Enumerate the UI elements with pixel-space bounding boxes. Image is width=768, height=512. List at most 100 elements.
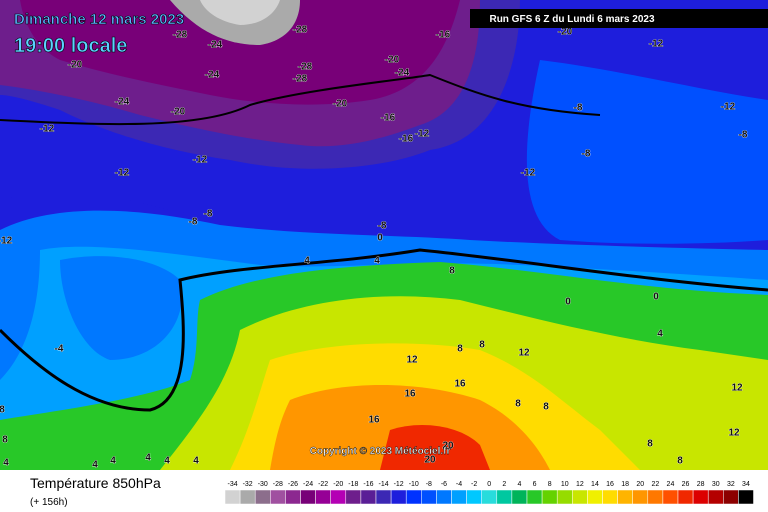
- legend-label: -28: [273, 481, 283, 488]
- contour-label: 16: [454, 379, 466, 390]
- contour-label: -24: [395, 68, 410, 79]
- contour-label: -16: [399, 134, 414, 145]
- contour-label: 4: [110, 456, 116, 467]
- contour-label: -28: [293, 25, 308, 36]
- legend-swatch: [451, 489, 467, 505]
- contour-label: -20: [385, 55, 400, 66]
- legend-swatch: [511, 489, 528, 505]
- contour-label: -16: [381, 113, 396, 124]
- contour-label: -8: [582, 149, 591, 160]
- legend-swatch: [602, 489, 618, 505]
- contour-label: 8: [647, 439, 653, 450]
- contour-label: 0: [377, 233, 383, 244]
- legend-swatch: [390, 489, 407, 505]
- cold-tongue: [60, 256, 182, 360]
- contour-label: 8: [543, 402, 549, 413]
- legend-swatch: [330, 489, 347, 505]
- contour-label: 16: [404, 389, 416, 400]
- contour-label: 8: [449, 266, 455, 277]
- contour-label: 8: [515, 399, 521, 410]
- footer-title: Température 850hPa: [30, 475, 161, 491]
- contour-label: -8: [204, 209, 213, 220]
- contour-label: -12: [115, 168, 130, 179]
- contour-label: -8: [378, 221, 387, 232]
- legend-swatch: [375, 489, 392, 505]
- legend-label: 32: [727, 481, 735, 488]
- legend-label: -18: [348, 481, 358, 488]
- contour-label: 8: [457, 344, 463, 355]
- legend-label: 12: [576, 481, 584, 488]
- legend-swatch: [285, 489, 301, 505]
- legend-swatch: [526, 489, 543, 505]
- legend-swatch: [662, 489, 679, 505]
- mild-region: [526, 60, 768, 244]
- legend-label: -20: [333, 481, 343, 488]
- contour-label: 4: [145, 453, 151, 464]
- contour-label: 4: [92, 460, 98, 471]
- map: -28-24-28-28-28-24-20-24-20-20-24-20-16-…: [0, 0, 768, 471]
- contour-label: -24: [115, 97, 130, 108]
- legend-label: -16: [363, 481, 373, 488]
- legend-label: 10: [561, 481, 569, 488]
- contour-label: 12: [731, 383, 743, 394]
- contour-label: 20: [442, 441, 454, 452]
- contour-label: -16: [436, 30, 451, 41]
- legend-label: 18: [621, 481, 629, 488]
- contour-label: 20: [424, 455, 436, 466]
- legend-swatch: [436, 489, 452, 505]
- contour-label: 8: [0, 405, 5, 416]
- run-info: Run GFS 6 Z du Lundi 6 mars 2023: [489, 14, 654, 25]
- legend-label: 16: [606, 481, 614, 488]
- contour-label: -20: [333, 99, 348, 110]
- legend-swatch: [587, 489, 603, 505]
- legend-label: -30: [258, 481, 268, 488]
- cold-region: [20, 0, 460, 105]
- warm-region: [380, 425, 490, 470]
- legend-swatch: [239, 489, 256, 505]
- legend-label: 26: [682, 481, 690, 488]
- legend-swatch: [224, 489, 241, 505]
- contour-label: -4: [55, 344, 64, 355]
- contour-label: -12: [415, 129, 430, 140]
- legend-swatch: [572, 489, 588, 505]
- legend-swatch: [556, 489, 573, 505]
- legend-swatch: [421, 489, 437, 505]
- cold-region: [200, 0, 280, 25]
- copyright: Copyright © 2023 Météociel.fr: [310, 446, 451, 457]
- legend-swatch: [345, 489, 362, 505]
- legend-swatch: [738, 489, 754, 505]
- contour-label: -8: [574, 103, 583, 114]
- legend-label: 8: [548, 481, 552, 488]
- legend-swatch: [315, 489, 331, 505]
- legend-label: -24: [303, 481, 313, 488]
- contour-label: -12: [521, 168, 536, 179]
- run-box: [470, 9, 768, 28]
- legend-swatch: [300, 489, 316, 505]
- contour-label: 4: [374, 256, 380, 267]
- legend-swatch: [647, 489, 664, 505]
- contour-label: -12: [193, 155, 208, 166]
- legend-label: 6: [533, 481, 537, 488]
- contour-label: 12: [406, 355, 418, 366]
- contour-label: 4: [3, 458, 9, 469]
- legend-label: 0: [487, 481, 491, 488]
- contour-label: -20: [171, 107, 186, 118]
- legend-swatch: [481, 489, 498, 505]
- legend-swatch: [707, 489, 724, 505]
- contour-label: -12: [721, 102, 736, 113]
- legend-swatch: [632, 489, 649, 505]
- color-legend: -34 -32 -30 -28 -26 -24 -22 -20 -18 -16 -14 -12 -10-…: [224, 481, 754, 505]
- contour-label: 16: [368, 415, 380, 426]
- contour-label: 8: [677, 456, 683, 467]
- contour-label: -28: [173, 30, 188, 41]
- contour-label: 0: [653, 292, 659, 303]
- contour-labels: -28-24-28-28-28-24-20-24-20-20-24-20-16-…: [0, 24, 748, 471]
- legend-label: 24: [667, 481, 675, 488]
- legend-label: -22: [318, 481, 328, 488]
- footer-lead: (+ 156h): [30, 497, 68, 508]
- contour-label: -28: [293, 74, 308, 85]
- date-title: Dimanche 12 mars 2023: [14, 11, 184, 28]
- legend-label: -4: [456, 481, 462, 488]
- legend-label: -26: [288, 481, 298, 488]
